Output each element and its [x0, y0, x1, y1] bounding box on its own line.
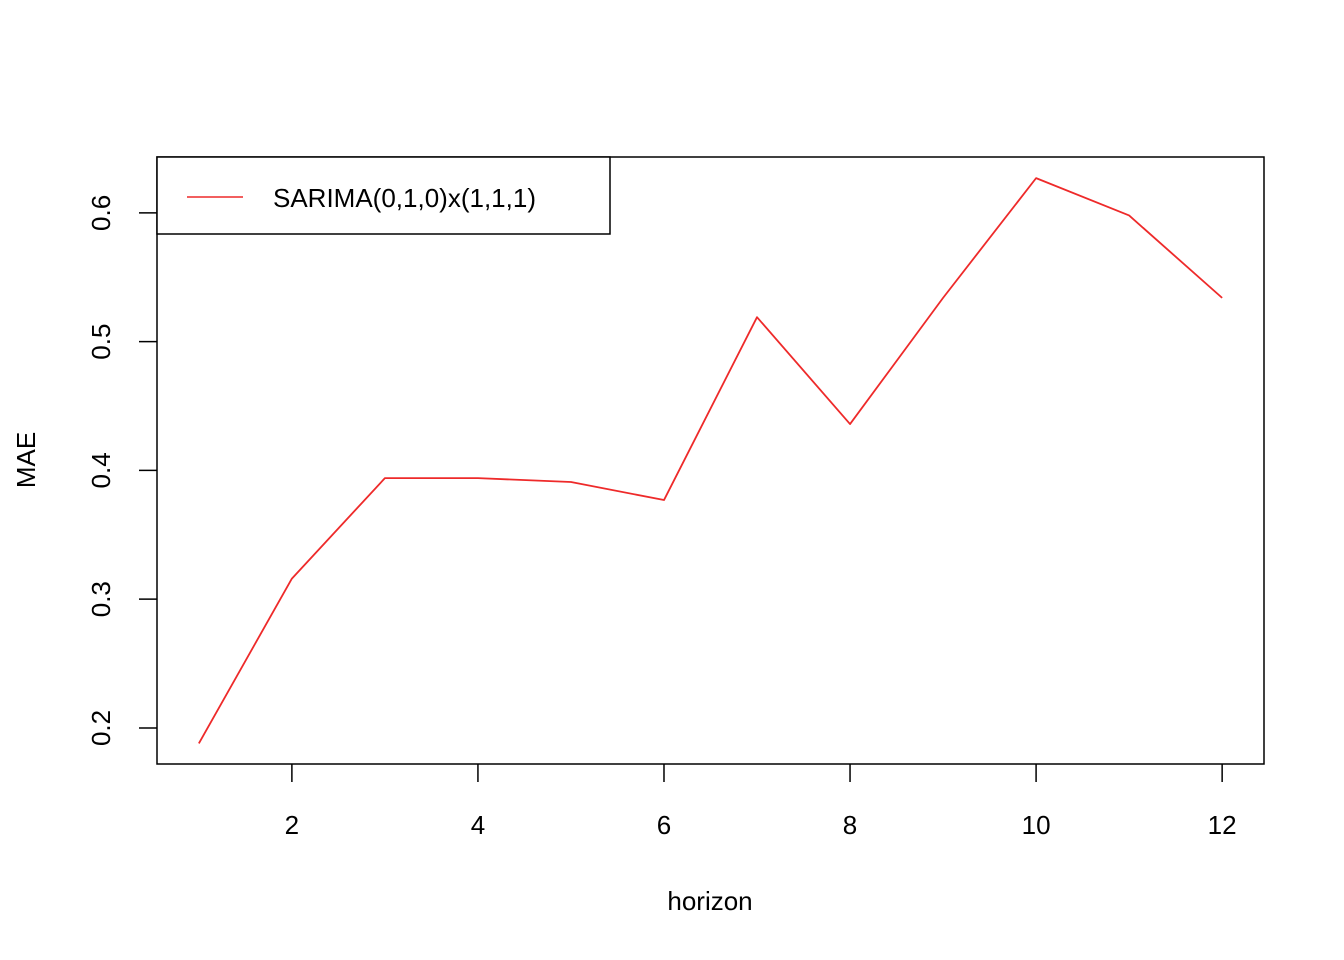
y-tick-label: 0.6 [86, 195, 116, 231]
x-tick-label: 6 [657, 810, 671, 840]
x-tick-label: 12 [1208, 810, 1237, 840]
legend-label: SARIMA(0,1,0)x(1,1,1) [273, 183, 536, 213]
series-layer [198, 177, 1223, 744]
y-tick-label: 0.2 [86, 710, 116, 746]
x-axis-label: horizon [667, 886, 752, 916]
plot-frame [156, 156, 1265, 765]
x-tick-label: 2 [285, 810, 299, 840]
legend: SARIMA(0,1,0)x(1,1,1) [156, 156, 611, 235]
x-tick-label: 8 [843, 810, 857, 840]
y-tick-label: 0.4 [86, 452, 116, 488]
legend-box [156, 156, 611, 235]
y-axis-label: MAE [11, 432, 41, 488]
y-tick-label: 0.3 [86, 581, 116, 617]
x-tick-label: 4 [471, 810, 485, 840]
x-axis: 2 4 6 8 10 12 [285, 764, 1237, 840]
y-axis: 0.2 0.3 0.4 0.5 0.6 [86, 195, 157, 746]
y-tick-label: 0.5 [86, 324, 116, 360]
series-line [198, 177, 1223, 744]
x-tick-label: 10 [1022, 810, 1051, 840]
